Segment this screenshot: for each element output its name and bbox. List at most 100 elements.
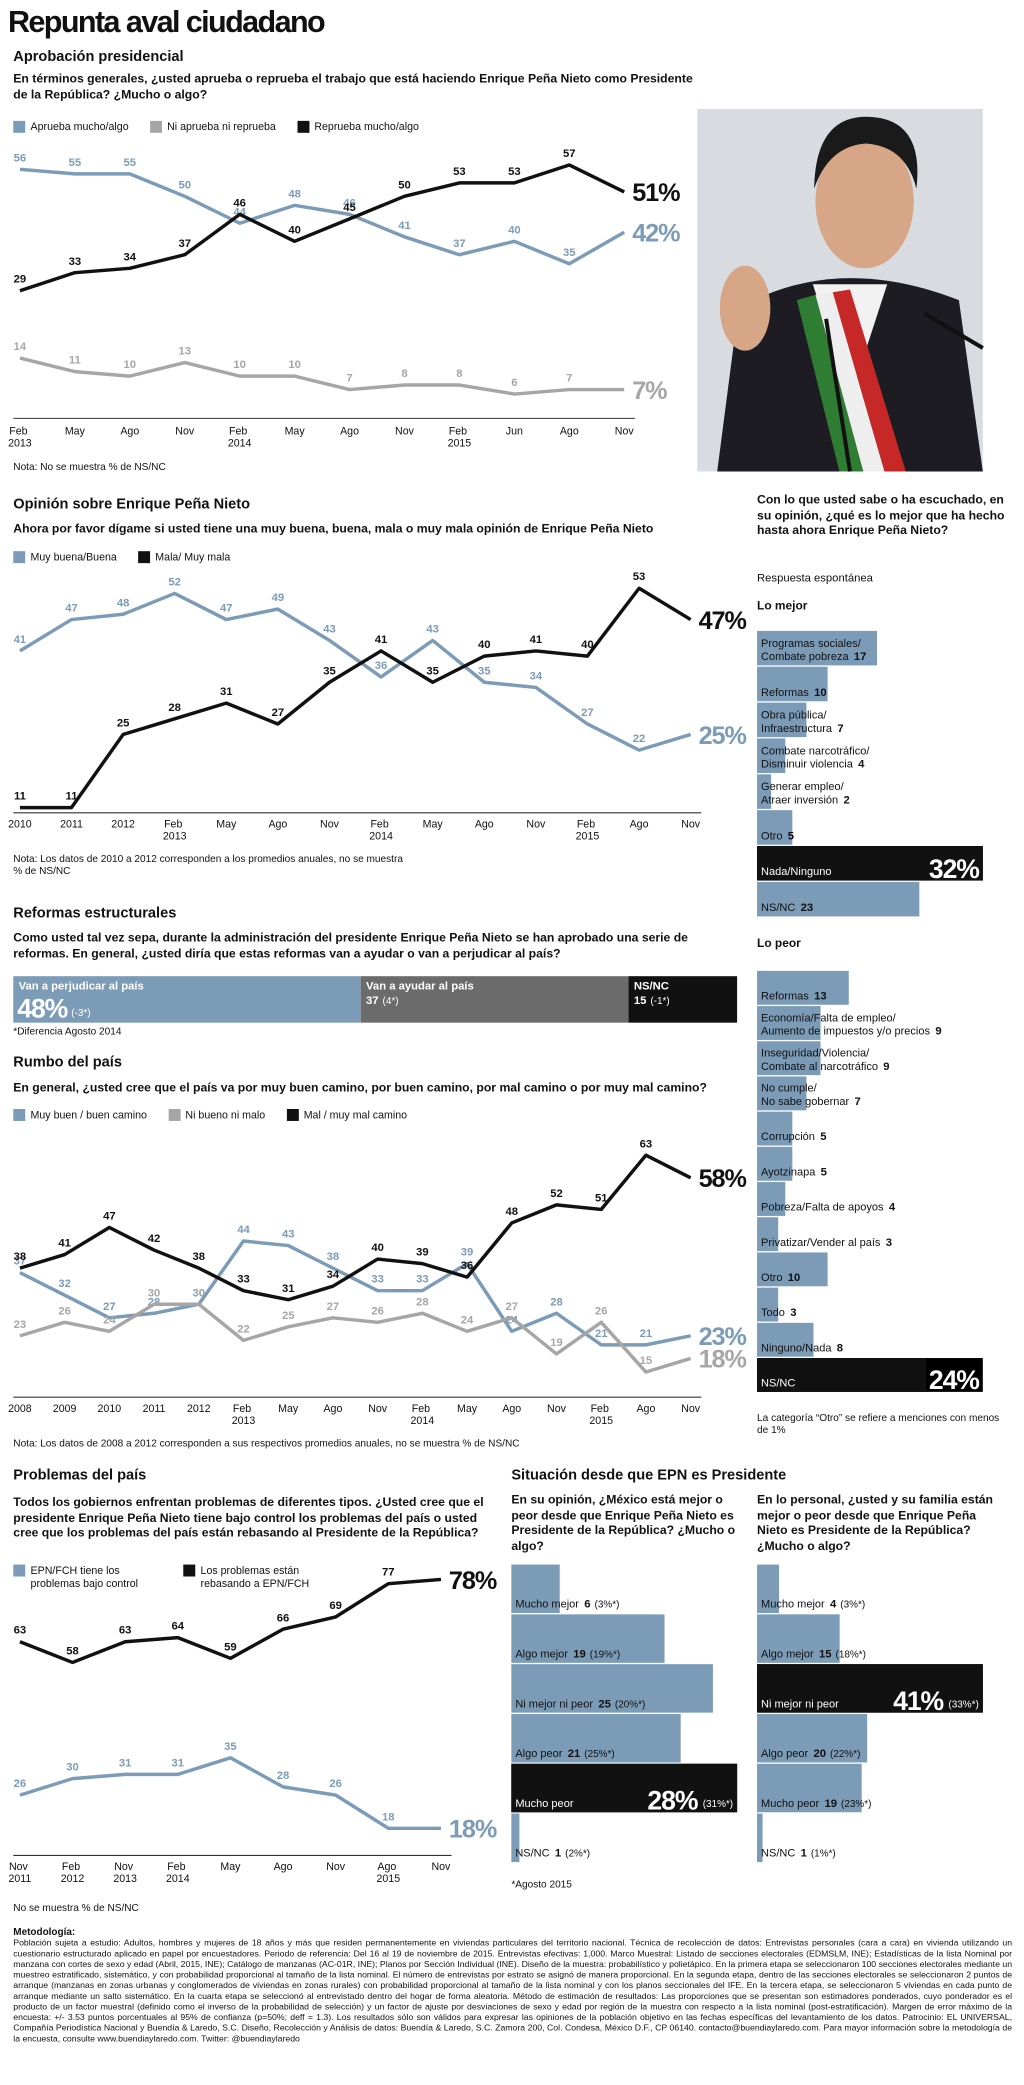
legend-label: Muy buena/Buena [30,551,117,564]
text-line: Feb [62,1861,83,1873]
bar-change: (22%*) [830,1749,860,1760]
data-label: 28 [550,1296,563,1308]
data-label: 11 [66,791,78,803]
data-label: 23 [14,1319,27,1331]
bar [757,1664,983,1713]
bar [757,1146,793,1181]
legend-label: Mala/ Muy mala [155,551,231,564]
data-label: 7 [566,373,572,385]
data-label: 58 [66,1645,79,1657]
x-tick-label: Feb 2015 [589,1403,613,1427]
bar-segment [13,976,361,1023]
page-title: Repunta aval ciudadano [8,5,325,39]
end-label: 58% [699,1165,747,1193]
bar-label: No cumple/ No sabe gobernar [761,1083,850,1108]
bar [757,1763,862,1813]
bar [757,810,793,845]
data-label: 24 [103,1314,116,1326]
data-label: 27 [581,707,594,719]
chart-note: La categoría “Otro” se refiere a mencion… [757,1411,1000,1437]
data-label: 21 [595,1328,608,1340]
legend-swatch [149,120,162,133]
end-label: 25% [699,722,747,750]
legend-item: Ni bueno ni malo [168,1109,265,1122]
x-tick-label: Feb 2014 [369,818,393,842]
x-tick-label: Feb 2014 [411,1403,435,1427]
text-line: Obra pública/ [761,710,830,722]
data-label: 19 [550,1337,563,1349]
data-label: 35 [323,665,336,677]
bar-label: Reformas [761,687,809,699]
data-label: 40 [371,1242,384,1254]
bar-label: Mucho peor [761,1798,820,1810]
chart-note: No se muestra % de NS/NC [13,1901,139,1914]
x-tick-label: Nov [326,1861,346,1873]
bar-label: Privatizar/Vender al país [761,1237,881,1249]
bar-value: 3 [886,1237,892,1249]
data-label: 50 [398,179,411,191]
bar-value: 9 [935,1026,941,1038]
data-label: 34 [530,670,543,682]
segment-label: NS/NC [634,980,669,992]
bar-change: (3%*) [595,1600,620,1611]
text-line: 2013 [232,1415,256,1427]
legend-label: Ni aprueba ni reprueba [167,120,276,133]
text-line: Generar empleo/ [761,781,847,793]
bar-value: 4 [889,1202,896,1214]
bar [757,1813,763,1863]
bar-label: Pobreza/Falta de apoyos [761,1202,884,1214]
data-label: 40 [478,639,491,651]
text-line: Feb [577,818,598,830]
photo-sash [796,294,864,472]
end-label: 42% [632,220,680,248]
bar-change: (33%*) [948,1699,978,1710]
data-label: 43 [323,623,336,635]
x-tick-label: May [278,1403,299,1415]
data-label: 57 [563,148,576,160]
x-tick-label: May [457,1403,478,1415]
x-tick-label: Nov [681,1403,701,1415]
bar [757,1111,793,1146]
chart-note: *Agosto 2015 [511,1877,572,1890]
x-tick-label: Nov [368,1403,388,1415]
bar [511,1813,520,1863]
chart-title: Rumbo del país [13,1055,122,1071]
photo-sash [815,292,885,472]
text-line: Programas sociales/ [761,638,864,650]
data-label: 6 [511,377,517,389]
bar [757,1041,821,1076]
text-line: Feb [412,1403,433,1415]
bar [511,1713,681,1763]
bar [757,774,772,809]
data-label: 27 [103,1301,116,1313]
bar-change: (2%*) [565,1849,590,1860]
bar [757,1713,868,1763]
bar [757,1182,786,1216]
bar-change: (18%*) [836,1650,866,1661]
bar [511,1763,738,1813]
legend: EPN/FCH tiene los problemas bajo control… [13,1564,345,1590]
bar-value: 10 [788,1272,801,1284]
bar [757,1287,779,1322]
data-label: 35 [224,1741,237,1753]
text-line: No sabe gobernar [761,1096,850,1108]
data-label: 35 [426,665,439,677]
data-label: 64 [172,1621,185,1633]
series-line [19,163,625,293]
data-label: 30 [66,1762,79,1774]
photo-face [815,135,914,269]
data-label: 55 [124,157,137,169]
data-label: 31 [220,686,233,698]
data-label: 46 [233,197,246,209]
text-line: Feb [167,1861,188,1873]
text-line: Feb [229,425,250,437]
legend: Muy buen / buen camino Ni bueno ni malo Ma… [13,1109,757,1122]
bar [757,702,807,738]
data-label: 35 [478,665,491,677]
x-tick-label: Ago [475,818,494,830]
data-label: 30 [193,1287,206,1299]
x-tick-label: Ago [502,1403,521,1415]
text-line: 2014 [369,830,393,842]
data-label: 37 [453,238,466,250]
